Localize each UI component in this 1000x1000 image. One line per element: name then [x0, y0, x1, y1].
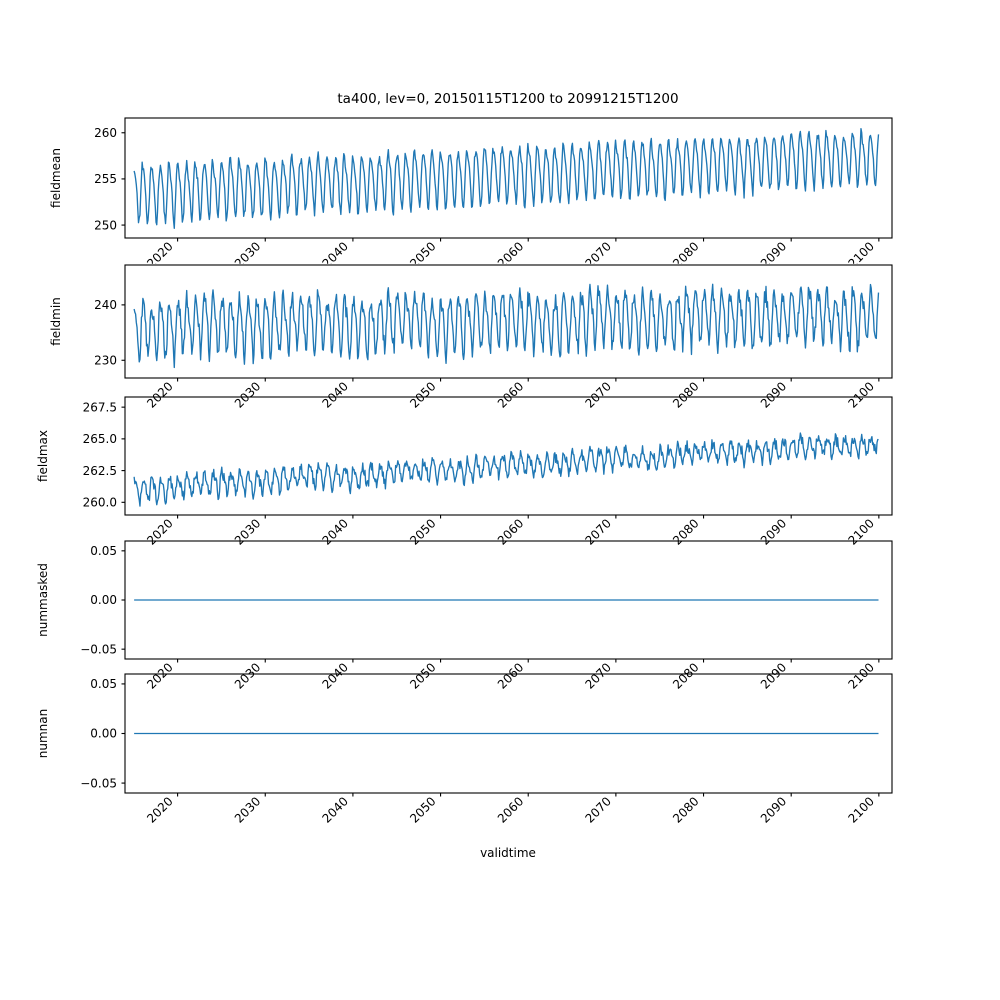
y-tick-label: 0.00	[90, 727, 117, 741]
y-tick-label: 260	[94, 126, 117, 140]
y-axis-label-numnan: numnan	[36, 709, 50, 758]
axes-frame	[124, 396, 893, 516]
axes-frame	[124, 264, 893, 379]
y-tick-label: 265.0	[83, 432, 117, 446]
y-tick-label: −0.05	[80, 776, 117, 790]
series-line-fieldmax	[133, 432, 879, 507]
y-axis-label-nummasked: nummasked	[36, 563, 50, 637]
y-tick-label: 260.0	[83, 496, 117, 510]
y-tick-label: 250	[94, 218, 117, 232]
y-tick-label: 230	[94, 353, 117, 367]
y-tick-label: 240	[94, 298, 117, 312]
series-line-fieldmean	[133, 127, 880, 229]
y-tick-label: 267.5	[83, 400, 117, 414]
x-axis-label: validtime	[480, 846, 536, 860]
y-tick-label: 0.05	[90, 677, 117, 691]
y-axis-label-fieldmean: fieldmean	[49, 148, 63, 208]
y-axis-label-fieldmin: fieldmin	[49, 297, 63, 346]
axes-frame	[124, 117, 893, 239]
y-tick-label: 0.00	[90, 593, 117, 607]
series-line-fieldmin	[133, 283, 880, 369]
y-tick-label: 255	[94, 172, 117, 186]
y-tick-label: 262.5	[83, 464, 117, 478]
y-tick-label: 0.05	[90, 544, 117, 558]
figure-title: ta400, lev=0, 20150115T1200 to 20991215T…	[337, 91, 678, 107]
y-axis-label-fieldmax: fieldmax	[36, 430, 50, 482]
y-tick-label: −0.05	[80, 642, 117, 656]
